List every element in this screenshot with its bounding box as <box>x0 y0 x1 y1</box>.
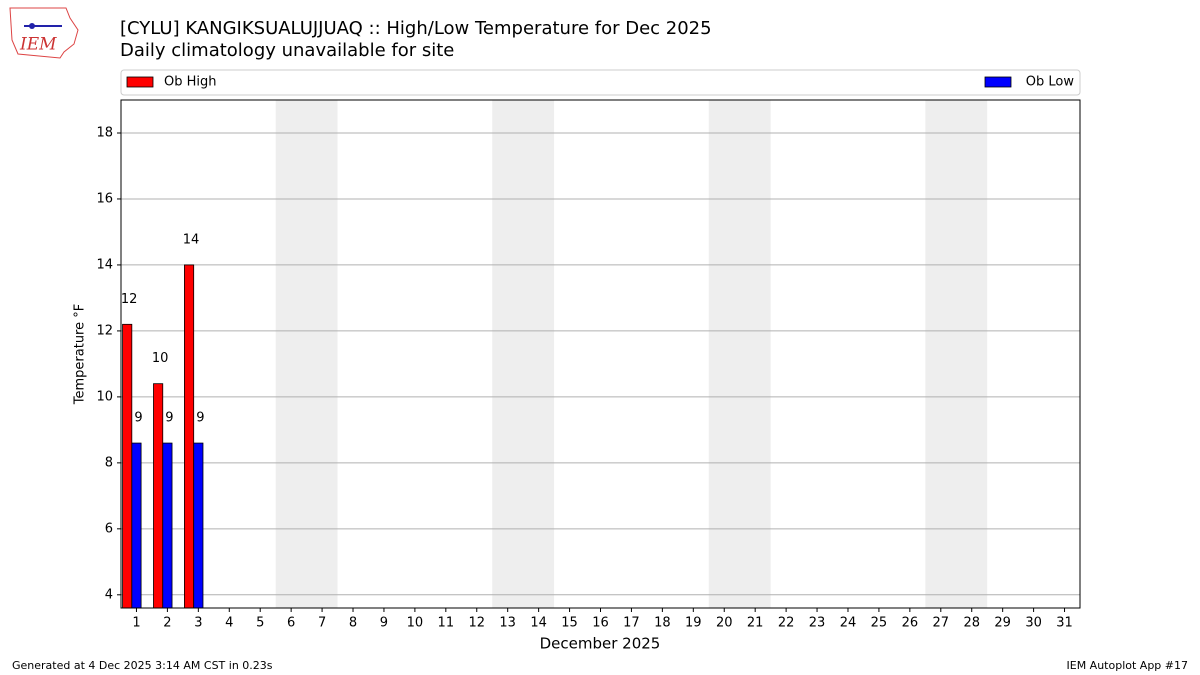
y-tick-label: 16 <box>96 191 113 206</box>
x-tick-label: 19 <box>685 616 702 631</box>
value-label: 9 <box>134 411 142 426</box>
footer-left: Generated at 4 Dec 2025 3:14 AM CST in 0… <box>12 659 273 672</box>
x-tick-label: 22 <box>778 616 795 631</box>
x-tick-label: 15 <box>561 616 578 631</box>
x-tick-label: 2 <box>163 616 171 631</box>
value-label: 9 <box>165 411 173 426</box>
weekend-shade <box>275 100 338 608</box>
y-axis-label: Temperature °F <box>73 304 88 405</box>
logo-outline <box>9 7 79 59</box>
legend-box <box>120 69 1081 96</box>
x-tick-label: 3 <box>194 616 202 631</box>
x-axis-label: December 2025 <box>540 635 661 653</box>
x-tick-label: 4 <box>225 616 233 631</box>
logo-text: IEM <box>19 35 57 55</box>
x-tick-label: 6 <box>287 616 295 631</box>
logo-dot <box>29 23 35 29</box>
x-tick-label: 26 <box>902 616 919 631</box>
bar <box>162 442 173 609</box>
weekend-shade <box>925 100 988 608</box>
value-label: 14 <box>183 232 200 247</box>
x-tick-label: 29 <box>994 616 1011 631</box>
x-tick-label: 9 <box>380 616 388 631</box>
y-tick-label: 12 <box>96 323 113 338</box>
x-tick-label: 11 <box>438 616 455 631</box>
logo: IEM <box>9 7 79 59</box>
x-tick-label: 13 <box>499 616 516 631</box>
value-label: 9 <box>196 411 204 426</box>
bar <box>193 442 204 609</box>
bar <box>184 264 195 609</box>
y-tick-label: 6 <box>105 521 113 536</box>
bar <box>131 442 142 609</box>
x-tick-label: 25 <box>871 616 888 631</box>
x-tick-label: 20 <box>716 616 733 631</box>
bar <box>153 383 164 609</box>
legend-label: Ob High <box>164 75 217 90</box>
x-tick-label: 27 <box>933 616 950 631</box>
x-tick-label: 5 <box>256 616 264 631</box>
x-tick-label: 16 <box>592 616 609 631</box>
y-tick-label: 10 <box>96 389 113 404</box>
chart-title: [CYLU] KANGIKSUALUJJUAQ :: High/Low Temp… <box>120 18 712 39</box>
x-tick-label: 18 <box>654 616 671 631</box>
legend-swatch <box>126 76 154 88</box>
weekend-shade <box>708 100 771 608</box>
legend-swatch <box>984 76 1012 88</box>
footer-right: IEM Autoplot App #17 <box>1067 659 1189 672</box>
x-tick-label: 7 <box>318 616 326 631</box>
x-tick-label: 1 <box>132 616 140 631</box>
bar <box>122 323 133 609</box>
x-tick-label: 21 <box>747 616 764 631</box>
chart-subtitle: Daily climatology unavailable for site <box>120 40 454 61</box>
weekend-shade <box>492 100 555 608</box>
value-label: 12 <box>121 292 138 307</box>
x-tick-label: 24 <box>840 616 857 631</box>
x-tick-label: 12 <box>468 616 485 631</box>
x-tick-label: 10 <box>407 616 424 631</box>
y-tick-label: 4 <box>105 587 113 602</box>
x-tick-label: 14 <box>530 616 547 631</box>
x-tick-label: 8 <box>349 616 357 631</box>
y-tick-label: 18 <box>96 125 113 140</box>
x-tick-label: 30 <box>1025 616 1042 631</box>
x-tick-label: 28 <box>963 616 980 631</box>
x-tick-label: 23 <box>809 616 826 631</box>
x-tick-label: 31 <box>1056 616 1073 631</box>
y-tick-label: 8 <box>105 455 113 470</box>
y-tick-label: 14 <box>96 257 113 272</box>
value-label: 10 <box>152 351 169 366</box>
legend-label: Ob Low <box>1026 75 1075 90</box>
plot-frame <box>120 99 1081 609</box>
x-tick-label: 17 <box>623 616 640 631</box>
